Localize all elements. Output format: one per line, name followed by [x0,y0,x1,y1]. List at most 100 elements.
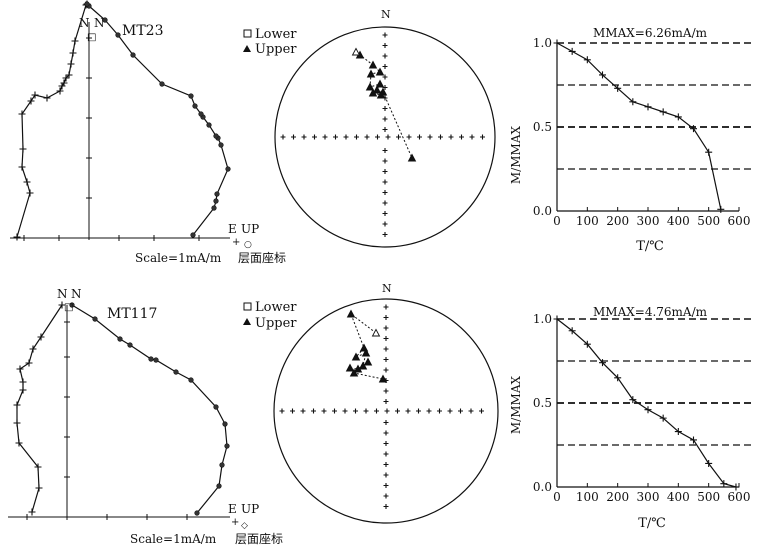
demag-data-point [674,428,682,436]
stereonet-grid-cross [382,43,388,48]
y-tick-label: 1.0 [533,36,552,50]
stereonet-grid-cross [321,408,327,414]
vertical-projection-point [206,122,212,128]
stereonet-grid-cross [300,408,306,414]
upper-legend-symbol [243,318,251,325]
horizontal-projection-point [60,79,68,87]
horizontal-projection-point [62,74,70,82]
vertical-projection-point [213,198,219,204]
horizontal-projection-point [56,87,64,95]
horizontal-projection-point [58,301,66,309]
legend-upper-label: Upper [255,316,297,331]
lower-hemisphere-point [371,328,381,337]
stereonet-grid-cross [382,211,388,216]
stereonet-grid-cross [480,134,485,140]
vertical-projection-point [130,52,136,58]
horizontal-projection-point [37,333,45,341]
origin-lower-glyph: ◇ [241,521,248,531]
stereonet-legend-mt23: Lower Upper [243,27,297,57]
stereonet-grid-cross [382,53,388,59]
stereonet-grid-cross [383,325,389,331]
horizontal-projection-point [69,49,77,57]
demag-data-point [720,480,728,488]
stereonet-grid-cross [458,408,463,414]
upper-hemisphere-point [361,348,371,357]
coordinate-note: 层面座标 [238,250,286,265]
vertical-projection-point [213,404,219,410]
horizontal-projection-point [19,378,27,386]
y-axis-title: M/MMAX [509,125,523,184]
vertical-projection-point [225,166,231,172]
stereonet-grid-cross [382,74,388,80]
legend-lower-label: Lower [255,300,297,315]
stereonet-grid-cross [382,148,388,153]
upper-hemisphere-point [346,309,356,318]
horizontal-projection-line [16,304,63,513]
vertical-projection-point [222,421,228,427]
stereonet-legend-mt117: Lower Upper [243,300,297,331]
x-axis-title: T/℃ [636,239,664,254]
demag-data-point [599,71,606,79]
stereonet-grid-cross [382,85,388,90]
mmax-label: MMAX=4.76mA/m [593,305,708,319]
horizontal-projection-point [25,359,33,367]
stereonet-grid-cross [301,134,307,140]
x-tick-label: 0 [553,214,561,228]
stereonet-grid-cross [459,134,464,140]
stereonet-grid-cross [382,32,388,38]
stereonet-grid-cross [374,408,379,414]
vertical-projection-point [117,336,123,342]
demag-data-point [583,340,591,348]
vertical-projection-point [214,191,220,197]
stereonet-grid-cross [382,158,388,164]
x-tick-label: 100 [576,214,599,228]
upper-hemisphere-point [345,363,355,372]
demag-path [355,51,413,159]
stereonet-grid-cross [383,462,389,467]
upper-hemisphere-point [349,368,359,377]
demag-data-point [690,125,697,133]
stereonet-grid-cross [383,504,389,509]
vertical-projection-point [188,93,194,99]
upper-hemisphere-point [363,357,373,366]
stereonet-grid-cross [383,304,389,310]
vertical-projection-point [102,17,108,23]
stereonet-grid-cross [382,106,388,111]
stereonet-grid-cross [438,134,443,140]
demag-data-point [629,98,637,106]
vertical-projection-point [218,142,224,148]
stereonet-grid-cross [416,408,421,414]
origin-lower-glyph: ○ [244,240,252,250]
demag-data-point [659,414,667,422]
stereonet-grid-cross [279,408,285,414]
horizontal-projection-point [13,419,21,427]
upper-legend-symbol [243,45,251,52]
stereonet-grid-cross [363,408,369,414]
stereonet-grid-cross [405,408,411,414]
stereonet-grid-cross [383,420,389,425]
axis-label-east: E [228,222,237,236]
demag-data-point [614,84,622,92]
lower-legend-symbol [243,302,252,311]
origin-marker-glyph: + [232,237,240,248]
vertical-projection-point [127,342,133,348]
stereonet-grid-cross [383,315,389,320]
demag-data-point [732,483,740,491]
stereonet-grid-cross [354,134,359,140]
stereonet-primitive-circle [273,298,499,524]
stereonet-grid-cross [426,408,432,414]
x-tick-label: 0 [553,490,561,504]
stereonet-grid-cross [375,134,380,140]
vertical-projection-point [159,81,165,87]
vertical-projection-point [219,462,225,468]
stereonet-grid-cross [383,483,389,488]
demag-data-point [717,205,725,213]
demag-data-point [705,459,713,467]
demag-data-point [690,436,697,444]
upper-hemisphere-point [366,69,376,78]
horizontal-projection-point [19,386,27,394]
upper-hemisphere-point [351,352,361,361]
stereonet-grid-cross [383,336,389,341]
sample-label: MT23 [122,23,164,39]
lower-hemisphere-point [351,47,361,56]
